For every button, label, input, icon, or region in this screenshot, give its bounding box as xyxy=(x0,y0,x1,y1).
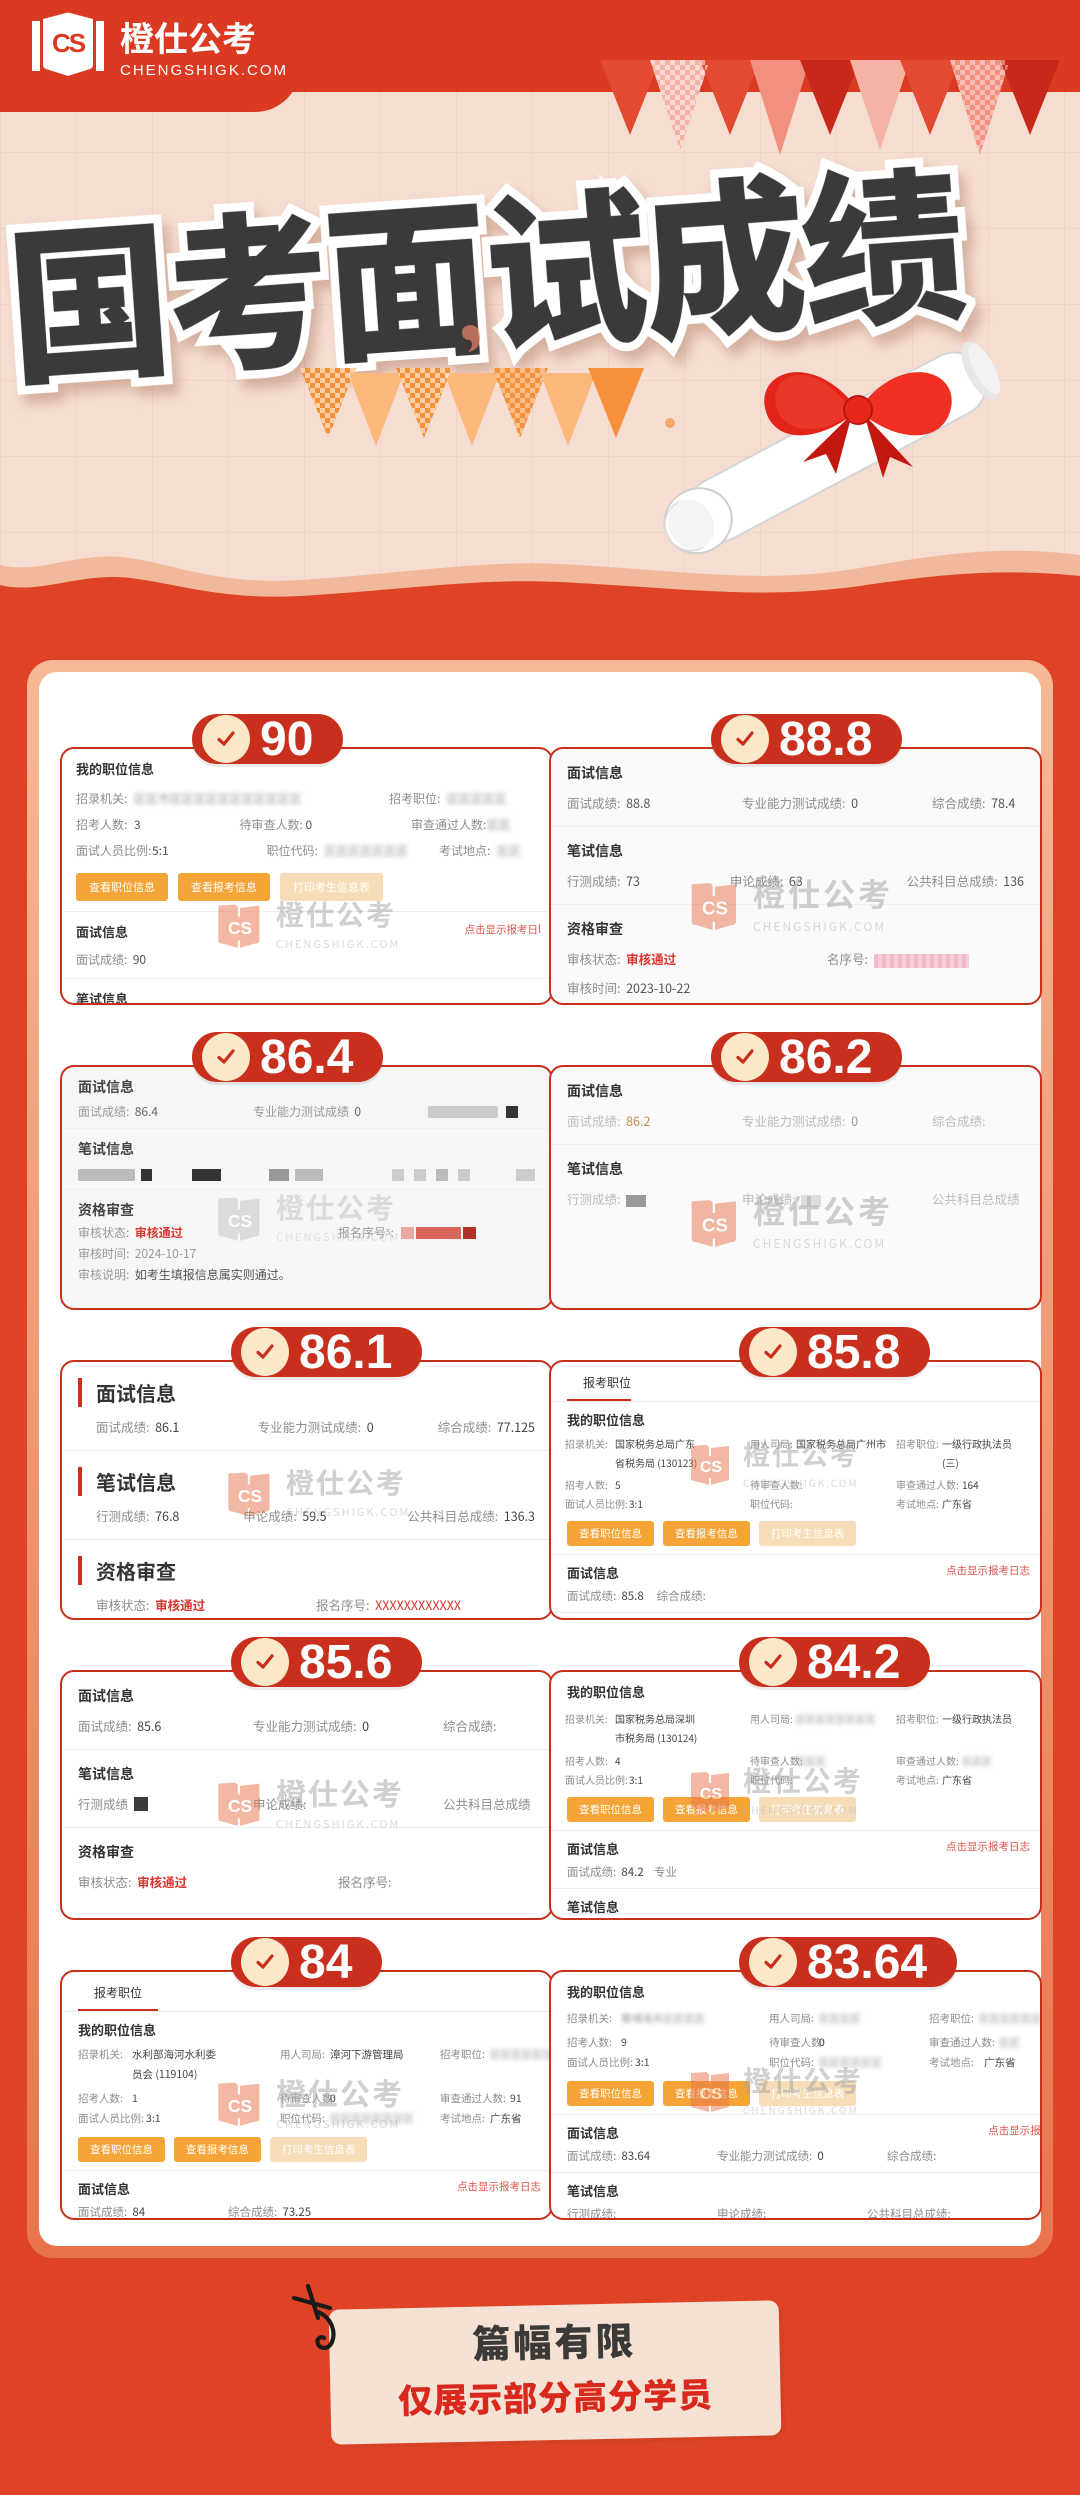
svg-text:CS: CS xyxy=(700,2086,723,2103)
svg-text:CS: CS xyxy=(702,1214,728,1235)
svg-text:CS: CS xyxy=(52,28,86,58)
svg-text:CS: CS xyxy=(238,1486,262,1506)
svg-text:CS: CS xyxy=(228,1796,252,1816)
svg-text:橙仕公考: 橙仕公考 xyxy=(120,12,256,61)
svg-text:CS: CS xyxy=(228,1211,252,1231)
svg-text:CS: CS xyxy=(700,1459,723,1476)
svg-text:CS: CS xyxy=(700,1786,723,1803)
svg-text:CHENGSHIGK.COM: CHENGSHIGK.COM xyxy=(120,62,288,79)
svg-text:CS: CS xyxy=(702,897,728,918)
svg-text:CS: CS xyxy=(228,918,252,938)
svg-text:CS: CS xyxy=(228,2096,252,2116)
